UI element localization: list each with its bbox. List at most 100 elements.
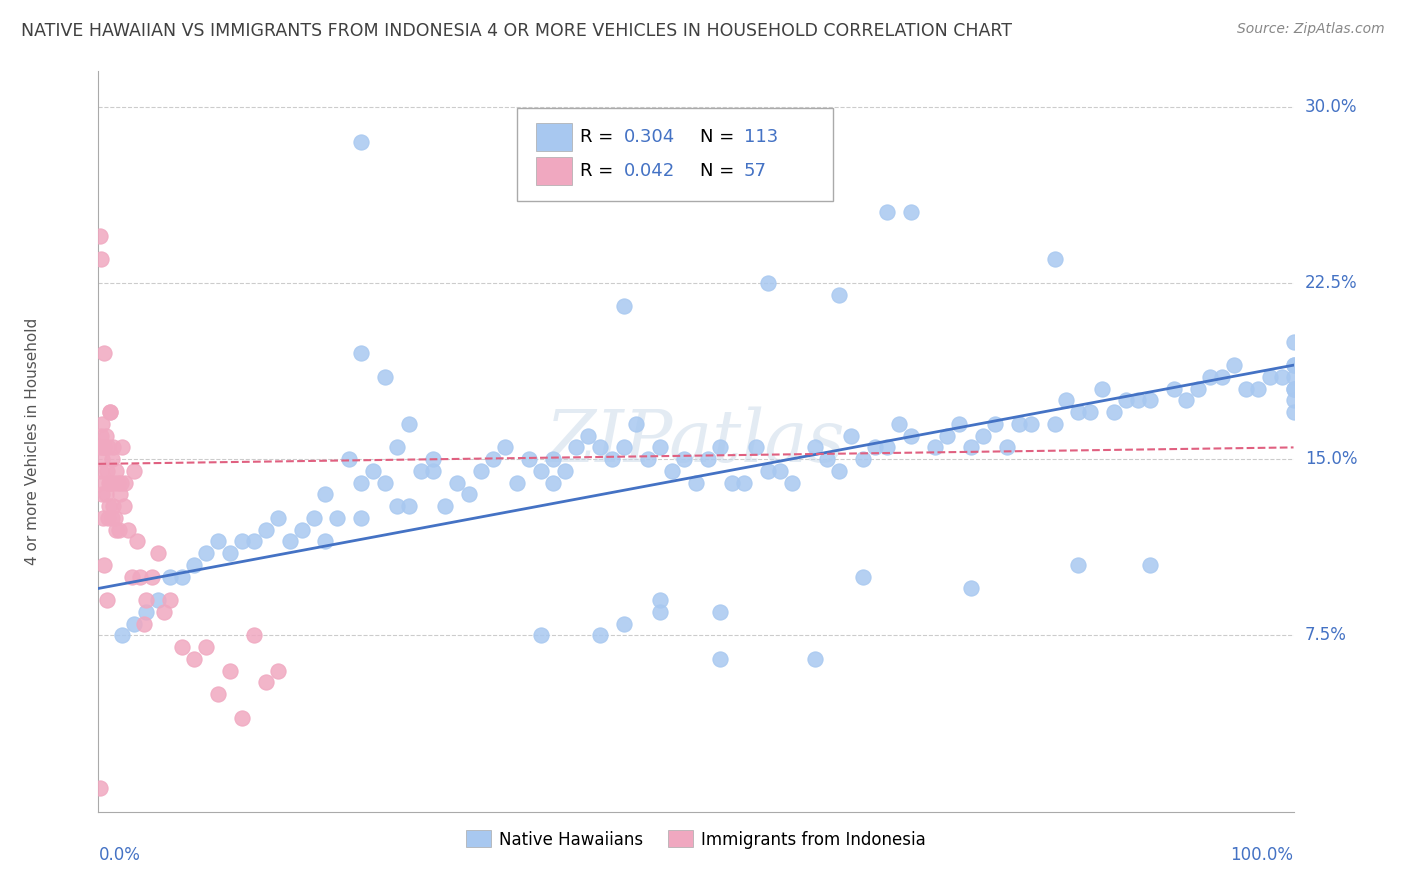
Point — [756, 464, 779, 478]
Point — [661, 464, 683, 478]
Point — [1043, 417, 1066, 431]
Point — [103, 475, 125, 490]
Point — [135, 605, 157, 619]
Point — [470, 464, 492, 478]
Point — [554, 464, 576, 478]
Point — [613, 299, 636, 313]
Point — [291, 523, 314, 537]
Point — [94, 428, 117, 442]
Point — [91, 441, 114, 455]
Point — [114, 475, 136, 490]
Point — [96, 464, 118, 478]
Point — [685, 475, 707, 490]
Point — [278, 534, 301, 549]
Point — [780, 475, 803, 490]
Point — [107, 475, 129, 490]
Point — [302, 511, 325, 525]
Point — [117, 523, 139, 537]
Point — [960, 441, 983, 455]
Text: N =: N = — [700, 128, 740, 146]
Point — [1139, 558, 1161, 572]
Point — [101, 441, 124, 455]
Point — [541, 475, 564, 490]
Point — [865, 441, 887, 455]
Point — [889, 417, 911, 431]
Point — [93, 346, 115, 360]
Point — [876, 441, 898, 455]
Point — [315, 487, 337, 501]
Point — [541, 452, 564, 467]
Point — [745, 441, 768, 455]
Text: R =: R = — [581, 128, 619, 146]
Point — [530, 628, 553, 642]
Point — [385, 441, 409, 455]
Point — [172, 640, 194, 655]
Point — [1019, 417, 1042, 431]
Point — [1282, 370, 1305, 384]
Point — [183, 558, 205, 572]
Point — [804, 441, 827, 455]
Point — [1067, 558, 1090, 572]
Text: 15.0%: 15.0% — [1305, 450, 1357, 468]
Point — [900, 428, 922, 442]
Text: Source: ZipAtlas.com: Source: ZipAtlas.com — [1237, 22, 1385, 37]
Point — [458, 487, 481, 501]
Point — [589, 441, 612, 455]
Text: 57: 57 — [744, 161, 766, 179]
Text: 100.0%: 100.0% — [1230, 847, 1294, 864]
Point — [1282, 358, 1305, 372]
Point — [89, 228, 111, 243]
Point — [1056, 393, 1078, 408]
Point — [254, 675, 277, 690]
Point — [315, 534, 337, 549]
Point — [1187, 382, 1209, 396]
Text: 22.5%: 22.5% — [1305, 274, 1357, 292]
Point — [159, 593, 181, 607]
Point — [936, 428, 959, 442]
Point — [602, 452, 624, 467]
Point — [637, 452, 659, 467]
Point — [219, 546, 242, 560]
Point — [1282, 334, 1305, 349]
Point — [1175, 393, 1198, 408]
Point — [125, 534, 148, 549]
Point — [924, 441, 946, 455]
Point — [91, 511, 114, 525]
Point — [1282, 382, 1305, 396]
Point — [434, 499, 457, 513]
Point — [111, 441, 134, 455]
Point — [1080, 405, 1102, 419]
FancyBboxPatch shape — [536, 156, 572, 185]
Point — [97, 511, 120, 525]
Text: ZIPatlas: ZIPatlas — [546, 406, 846, 477]
Point — [1104, 405, 1126, 419]
Text: N =: N = — [700, 161, 740, 179]
Point — [267, 664, 290, 678]
Point — [1128, 393, 1150, 408]
Text: 113: 113 — [744, 128, 778, 146]
Point — [93, 441, 115, 455]
Point — [363, 464, 385, 478]
Point — [385, 499, 409, 513]
Point — [1211, 370, 1233, 384]
Point — [422, 464, 444, 478]
Point — [141, 570, 163, 584]
Point — [578, 428, 600, 442]
Point — [626, 417, 648, 431]
Point — [207, 534, 229, 549]
Point — [91, 487, 114, 501]
Point — [733, 475, 755, 490]
Point — [350, 475, 373, 490]
Point — [948, 417, 970, 431]
Point — [350, 511, 373, 525]
Point — [350, 135, 373, 149]
Point — [1091, 382, 1114, 396]
Point — [709, 652, 731, 666]
Point — [105, 464, 128, 478]
FancyBboxPatch shape — [517, 109, 834, 201]
Point — [709, 605, 731, 619]
Text: 0.0%: 0.0% — [98, 847, 141, 864]
Point — [172, 570, 194, 584]
Text: 4 or more Vehicles in Household: 4 or more Vehicles in Household — [25, 318, 41, 566]
Point — [97, 441, 120, 455]
